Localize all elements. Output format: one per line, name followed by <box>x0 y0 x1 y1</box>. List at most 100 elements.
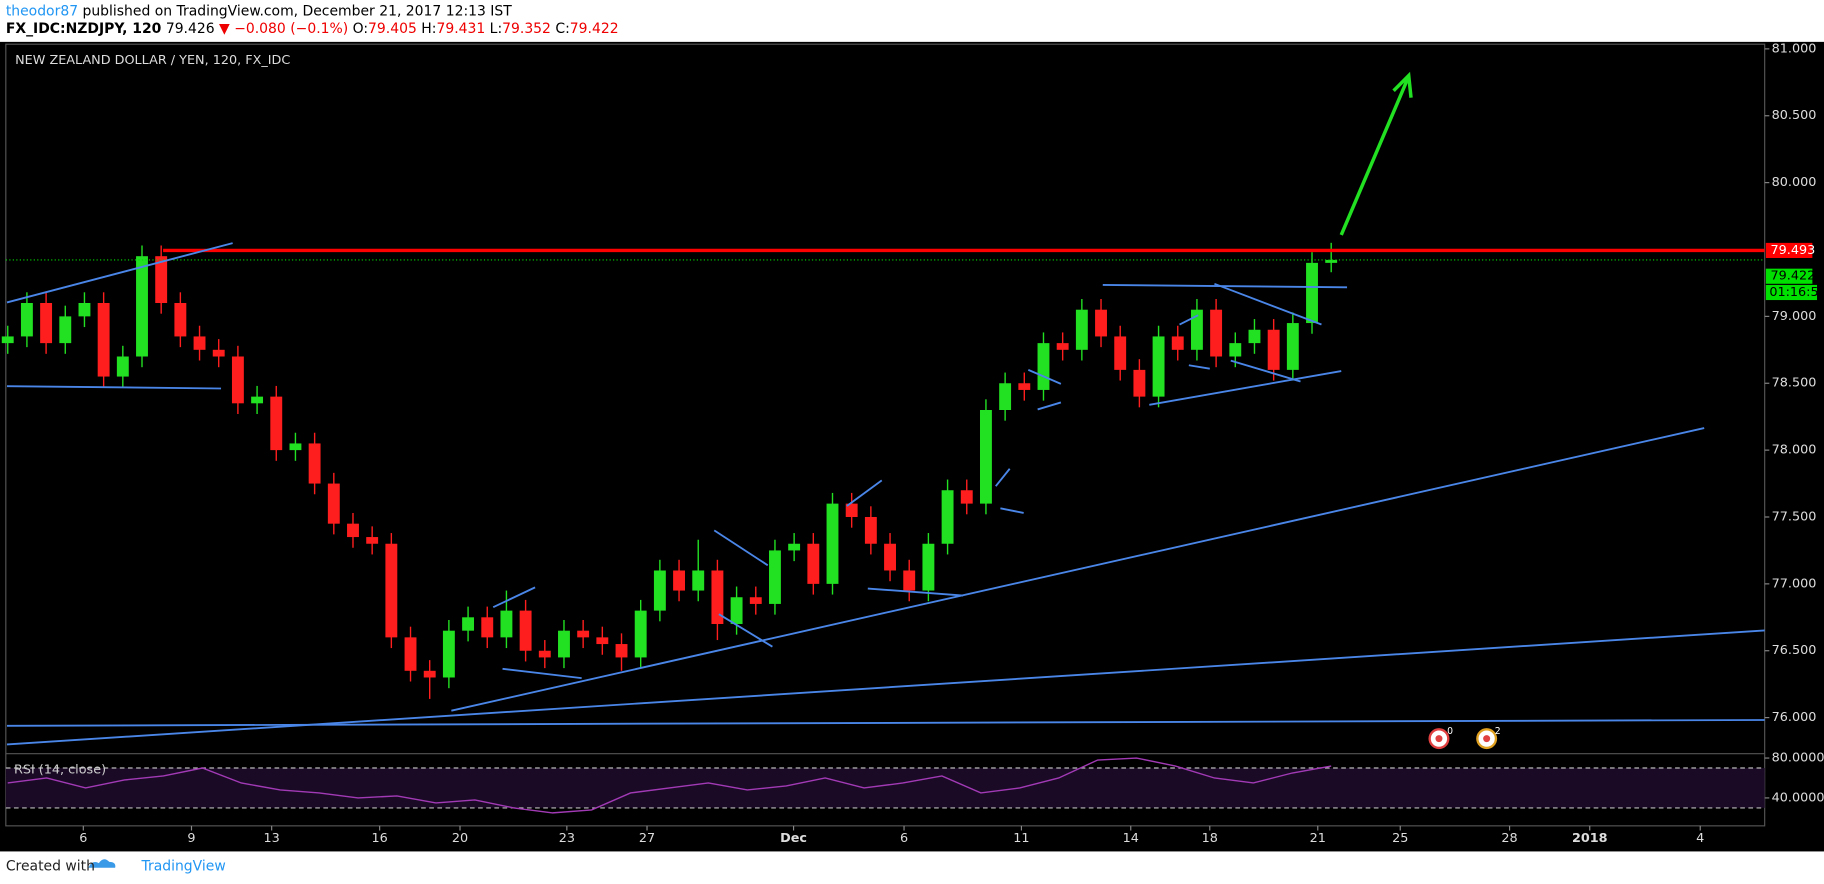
candle-body <box>500 610 513 638</box>
candle-body <box>193 336 206 350</box>
candle-body <box>385 543 398 638</box>
created-with: Created with <box>6 859 95 875</box>
candle-body <box>1018 383 1031 390</box>
trend-line[interactable] <box>1188 364 1210 370</box>
candle-body <box>78 302 91 317</box>
event-icon-dot <box>1435 735 1443 743</box>
forecast-arrow-head[interactable] <box>1392 71 1413 98</box>
events: 0 2 <box>1428 726 1501 750</box>
trend-line[interactable] <box>846 479 883 507</box>
candle-body <box>845 503 858 517</box>
trend-line[interactable] <box>1027 369 1062 385</box>
candle-body <box>174 302 187 337</box>
countdown-box <box>1765 284 1818 301</box>
trend-line[interactable] <box>451 427 1705 712</box>
candle-body <box>769 550 781 604</box>
candle-body <box>289 443 302 451</box>
y-tick-label: 78.000 <box>1772 443 1817 458</box>
y-tick-label: 79.000 <box>1772 309 1817 324</box>
pane-frame <box>5 43 1766 827</box>
trend-line[interactable] <box>1230 359 1301 383</box>
author[interactable]: theodor87 <box>6 4 78 20</box>
candle-body <box>884 543 896 571</box>
candle-body <box>711 570 724 624</box>
event-count: 2 <box>1495 726 1501 737</box>
ohlc-value: 79.422 <box>570 21 619 37</box>
trend-line[interactable] <box>1037 401 1062 411</box>
x-tick-label: 16 <box>372 831 388 846</box>
candle-body <box>423 670 436 678</box>
change: −0.080 (−0.1%) <box>234 21 348 37</box>
candle-body <box>538 650 551 658</box>
trend-line[interactable] <box>492 586 536 609</box>
trend-line[interactable] <box>995 468 1011 487</box>
x-tick-label: 2018 <box>1572 831 1608 846</box>
symbol: FX_IDC:NZDJPY, 120 <box>6 21 162 37</box>
candle-body <box>807 543 820 584</box>
trend-line[interactable] <box>502 667 582 680</box>
trend-line[interactable] <box>1102 284 1348 289</box>
brand[interactable]: TradingView <box>141 859 226 875</box>
ohlc-value: 79.431 <box>436 21 485 37</box>
candle-body <box>1229 343 1242 357</box>
candle-body <box>519 610 532 651</box>
ohlc-value: 79.352 <box>502 21 551 37</box>
change-arrow: ▼ <box>219 21 230 37</box>
header-line: theodor87 published on TradingView.com, … <box>6 4 512 20</box>
candle-body <box>404 637 417 671</box>
candle-body <box>903 570 916 591</box>
candle-body <box>596 637 609 645</box>
trend-line[interactable] <box>6 719 1765 727</box>
x-tick-label: 21 <box>1310 831 1326 846</box>
candle-body <box>673 570 685 591</box>
candle-body <box>1267 329 1280 370</box>
candle-body <box>730 597 743 624</box>
candle-body <box>155 256 168 303</box>
ohlc-label: L: <box>490 21 502 37</box>
candle-body <box>558 630 570 658</box>
price-label-box <box>1765 242 1813 258</box>
candle-body <box>1171 336 1184 350</box>
candle-body <box>577 630 590 638</box>
x-tick-label: Dec <box>780 831 807 846</box>
x-tick-label: 9 <box>187 831 195 846</box>
candle-body <box>1248 329 1261 344</box>
trend-line[interactable] <box>1179 314 1199 326</box>
candle-body <box>692 570 705 591</box>
x-tick-label: 28 <box>1501 831 1517 846</box>
forecast-arrow[interactable] <box>1339 78 1410 236</box>
trend-line[interactable] <box>713 529 769 567</box>
trend-line[interactable] <box>867 587 964 597</box>
candle-body <box>1 336 14 344</box>
trend-line[interactable] <box>6 385 222 390</box>
x-tick-label: 4 <box>1696 831 1704 846</box>
x-tick-label: 23 <box>559 831 575 846</box>
candle-body <box>270 396 283 451</box>
price-label: 79.493 <box>1770 243 1815 258</box>
candle-body <box>960 490 973 504</box>
candle-body <box>442 630 455 678</box>
rsi-line <box>7 757 1332 814</box>
chart-title: NEW ZEALAND DOLLAR / YEN, 120, FX_IDC <box>15 53 290 68</box>
trend-line[interactable] <box>1214 282 1322 326</box>
candle-body <box>1190 309 1203 350</box>
candle-body <box>231 356 244 404</box>
trend-line[interactable] <box>1000 507 1024 514</box>
candle-body <box>634 610 647 658</box>
x-tick-label: 6 <box>79 831 87 846</box>
candle-body <box>20 302 33 337</box>
candle-body <box>59 316 72 344</box>
candle-body <box>653 570 666 611</box>
candle-body <box>97 302 110 377</box>
footer: Created with TradingView <box>6 859 226 875</box>
candle-body <box>1210 309 1223 357</box>
candle-body <box>615 644 628 658</box>
trend-line[interactable] <box>718 613 773 648</box>
candle-body <box>1056 343 1069 350</box>
candle-body <box>1325 259 1338 263</box>
trend-line[interactable] <box>6 242 233 304</box>
y-tick-label: 40.0000 <box>1772 790 1824 805</box>
candle-body <box>462 617 475 631</box>
candle-body <box>212 349 225 357</box>
trend-line[interactable] <box>1149 370 1342 406</box>
